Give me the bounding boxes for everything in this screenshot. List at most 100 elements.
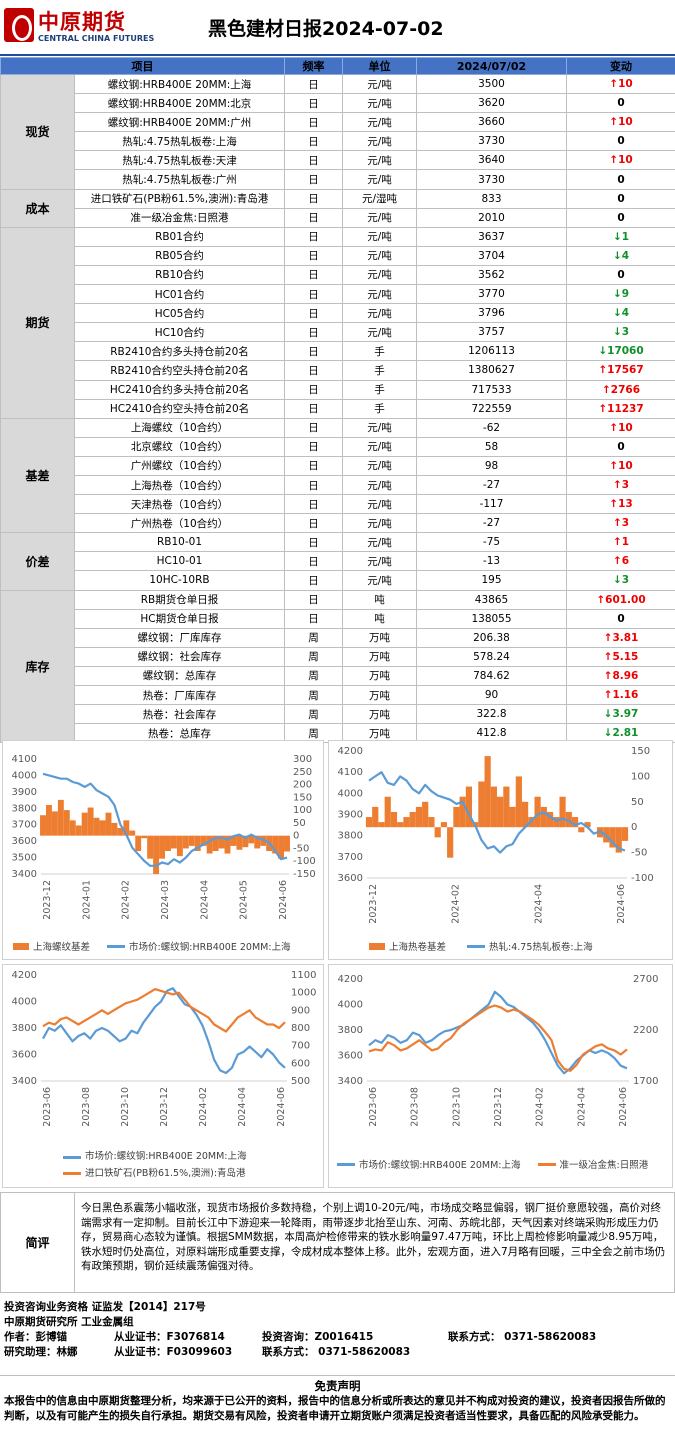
- chart-hrc-basis: 4200 4100 4000 3900 3800 3700 3600 150 100 50 0 -50…: [328, 740, 673, 960]
- basis-bar: [284, 835, 290, 852]
- change-value: 0: [617, 135, 625, 148]
- chart-rebar-vs-coke: 4200 4000 3800 3600 3400 2700 2200 1700 2023-06 2…: [328, 964, 673, 1188]
- change-cell: ↑11237: [566, 398, 675, 419]
- value-cell: 1380627: [416, 360, 567, 381]
- author-contact: 联系方式： 0371-58620083: [448, 1331, 597, 1343]
- basis-bar: [559, 796, 566, 828]
- change-value: 6: [621, 555, 630, 568]
- value-cell: -27: [416, 474, 567, 496]
- change-value: 3: [621, 479, 630, 492]
- basis-bar: [565, 811, 572, 828]
- change-cell: ↑13: [566, 494, 675, 515]
- x-axis-tick: 2024-06: [276, 1087, 287, 1127]
- basis-bar: [93, 817, 100, 836]
- change-cell: ↓9: [566, 284, 675, 305]
- change-value: 0: [617, 211, 625, 224]
- value-cell: 43865: [416, 589, 567, 610]
- basis-bar: [176, 835, 183, 857]
- basis-bar: [236, 835, 243, 850]
- freq-cell: 日: [284, 322, 343, 343]
- table-row: HC10合约日元/吨 3757 ↓3: [1, 322, 675, 343]
- value-cell: 578.24: [416, 646, 567, 667]
- right-axis-tick: 150: [293, 792, 312, 803]
- freq-cell: 日: [284, 150, 343, 171]
- change-cell: ↓1: [566, 226, 675, 247]
- value-cell: 98: [416, 455, 567, 476]
- item-cell: 热轧:4.75热轧板卷:广州: [74, 169, 285, 190]
- legend-label: 上海热卷基差: [389, 942, 447, 953]
- basis-bar: [403, 817, 410, 828]
- change-value: 8.96: [612, 669, 639, 682]
- change-cell: 0: [566, 207, 675, 228]
- x-axis-tick: 2023-12: [368, 884, 379, 924]
- unit-cell: 万吨: [342, 646, 417, 667]
- x-axis-tick: 2024-02: [121, 880, 132, 920]
- right-axis-tick: 1100: [291, 970, 316, 981]
- chart-legend: 上海热卷基差 热轧:4.75热轧板卷:上海: [369, 939, 597, 953]
- basis-bar: [422, 801, 429, 828]
- author-cert: 从业证书：F3076814: [114, 1331, 225, 1343]
- freq-cell: 日: [284, 589, 343, 610]
- left-axis-tick: 4100: [338, 767, 363, 778]
- assistant-name: 研究助理：林娜: [4, 1346, 78, 1358]
- change-cell: ↑10: [566, 112, 675, 133]
- author-consult: 投资咨询：Z0016415: [262, 1331, 374, 1343]
- chart-rebar-basis: 4100 4000 3900 3800 3700 3600 3500 3400 300 250 20…: [2, 740, 324, 960]
- value-cell: 3660: [416, 112, 567, 133]
- basis-bar: [218, 835, 225, 849]
- value-cell: 2010: [416, 207, 567, 228]
- freq-cell: 日: [284, 93, 343, 114]
- basis-bar: [546, 811, 554, 828]
- table-row: 准一级冶金焦:日照港日元/吨 2010 0: [1, 207, 675, 228]
- change-value: 2766: [610, 383, 641, 396]
- x-axis-tick: 2024-04: [576, 1087, 587, 1127]
- x-axis-tick: 2024-06: [278, 880, 289, 920]
- legend-line-swatch: [63, 1172, 81, 1175]
- freq-cell: 周: [284, 646, 343, 667]
- right-axis-tick: 0: [293, 831, 299, 842]
- report-header: 中原期货 CENTRAL CHINA FUTURES 黑色建材日报2024-07…: [0, 0, 675, 56]
- change-cell: ↓4: [566, 303, 675, 324]
- item-cell: 上海热卷（10合约）: [74, 474, 285, 496]
- value-cell: 3730: [416, 169, 567, 190]
- item-cell: RB10-01: [74, 532, 285, 553]
- unit-cell: 元/吨: [342, 284, 417, 305]
- right-axis-tick: -100: [631, 873, 654, 884]
- change-cell: 0: [566, 608, 675, 629]
- change-value: 10: [618, 116, 633, 129]
- basis-bar: [87, 807, 94, 836]
- item-cell: 螺纹钢:HRB400E 20MM:上海: [74, 73, 285, 95]
- unit-cell: 元/吨: [342, 513, 417, 534]
- basis-bar: [484, 756, 491, 828]
- right-axis-tick: 300: [293, 754, 312, 765]
- value-cell: 3640: [416, 150, 567, 171]
- table-row: 热轧:4.75热轧板卷:上海日元/吨 3730 0: [1, 131, 675, 152]
- unit-cell: 元/湿吨: [342, 188, 417, 209]
- basis-bar: [378, 822, 385, 828]
- price-line: [42, 772, 288, 867]
- price-line: [368, 1004, 628, 1072]
- item-cell: 广州热卷（10合约）: [74, 513, 285, 534]
- right-axis-tick: 1000: [291, 988, 316, 999]
- item-cell: 准一级冶金焦:日照港: [74, 207, 285, 228]
- arrow-up-icon: ↑: [609, 498, 619, 511]
- legend-bar-swatch: [13, 942, 29, 950]
- value-cell: 717533: [416, 379, 567, 400]
- freq-cell: 日: [284, 455, 343, 476]
- right-axis-tick: 800: [291, 1023, 310, 1034]
- chart-legend: 市场价:螺纹钢:HRB400E 20MM:上海 准一级冶金焦:日照港: [337, 1157, 652, 1171]
- x-axis-tick: 2024-05: [239, 880, 250, 920]
- right-axis-tick: -150: [293, 869, 316, 880]
- category-cell: 基差: [0, 417, 75, 534]
- arrow-up-icon: ↑: [612, 536, 622, 549]
- table-row: HC05合约日元/吨 3796 ↓4: [1, 303, 675, 324]
- arrow-down-icon: ↓: [612, 249, 622, 262]
- left-axis-tick: 4100: [12, 754, 37, 765]
- unit-cell: 元/吨: [342, 150, 417, 171]
- unit-cell: 元/吨: [342, 494, 417, 515]
- value-cell: 3637: [416, 226, 567, 247]
- chart-legend: 上海螺纹基差 市场价:螺纹钢:HRB400E 20MM:上海: [13, 939, 295, 953]
- value-cell: 322.8: [416, 704, 567, 725]
- commentary-box: 简评 今日黑色系震荡小幅收涨，现货市场报价多数持稳，个别上调10-20元/吨，市…: [0, 1192, 675, 1293]
- basis-bar: [540, 806, 547, 828]
